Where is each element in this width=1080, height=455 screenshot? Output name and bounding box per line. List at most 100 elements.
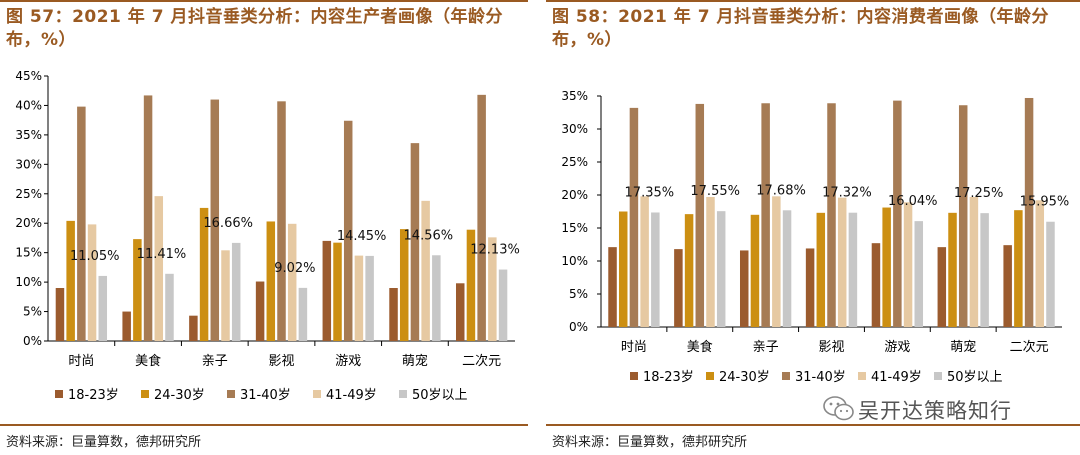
bar-5 bbox=[365, 255, 374, 341]
bar-2 bbox=[750, 214, 760, 327]
y-tick-label: 5% bbox=[569, 287, 588, 301]
chart-panel-57: 图 57：2021 年 7 月抖音垂类分析：内容生产者画像（年龄分布，%） 0%… bbox=[0, 0, 528, 455]
bar-5 bbox=[231, 242, 241, 341]
bar-4 bbox=[1035, 200, 1045, 327]
data-label: 17.35% bbox=[625, 185, 675, 200]
bar-3 bbox=[410, 143, 420, 341]
bar-3 bbox=[210, 99, 220, 341]
data-label: 14.45% bbox=[337, 229, 387, 244]
y-tick-label: 35% bbox=[15, 128, 42, 142]
bar-3 bbox=[143, 95, 153, 341]
bar-3 bbox=[343, 120, 353, 341]
bar-4 bbox=[706, 196, 715, 327]
legend-swatch bbox=[141, 390, 149, 398]
bar-1 bbox=[739, 250, 749, 327]
bar-4 bbox=[354, 255, 364, 341]
bar-4 bbox=[421, 200, 430, 341]
category-label: 影视 bbox=[818, 340, 844, 355]
data-label: 15.95% bbox=[1020, 195, 1070, 210]
bar-1 bbox=[189, 315, 198, 341]
bar-4 bbox=[87, 224, 97, 341]
bar-3 bbox=[277, 101, 286, 341]
bar-2 bbox=[948, 212, 957, 327]
y-tick-label: 15% bbox=[561, 221, 588, 235]
y-tick-label: 30% bbox=[561, 122, 588, 136]
bar-2 bbox=[1014, 210, 1023, 327]
bar-3 bbox=[761, 103, 770, 327]
chart-panel-58: 图 58：2021 年 7 月抖音垂类分析：内容消费者画像（年龄分布，%） 0%… bbox=[546, 0, 1080, 455]
legend-label: 18-23岁 bbox=[68, 388, 119, 403]
bar-4 bbox=[969, 196, 979, 327]
bar-5 bbox=[980, 213, 989, 327]
bar-2 bbox=[266, 221, 276, 341]
legend-label: 50岁以上 bbox=[412, 388, 468, 403]
bar-2 bbox=[684, 214, 694, 327]
bar-2 bbox=[618, 211, 628, 327]
bar-4 bbox=[640, 196, 649, 327]
chart-title: 图 58：2021 年 7 月抖音垂类分析：内容消费者画像（年龄分布，%） bbox=[552, 7, 1049, 50]
data-label: 16.66% bbox=[203, 216, 253, 231]
y-tick-label: 15% bbox=[15, 246, 42, 260]
bar-2 bbox=[466, 229, 476, 341]
data-label: 11.05% bbox=[70, 249, 120, 264]
wechat-icon bbox=[823, 396, 854, 421]
bar-3 bbox=[1024, 97, 1034, 327]
bar-5 bbox=[1046, 221, 1055, 327]
source-note: 资料来源：巨量算数，德邦研究所 bbox=[6, 435, 202, 450]
bar-1 bbox=[322, 240, 332, 341]
bar-5 bbox=[651, 212, 660, 327]
watermark: 吴开达策略知行 bbox=[822, 392, 1072, 426]
data-label: 17.55% bbox=[690, 184, 740, 199]
y-tick-label: 20% bbox=[15, 216, 42, 230]
category-label: 美食 bbox=[687, 339, 713, 355]
legend-label: 18-23岁 bbox=[643, 370, 694, 385]
legend-swatch bbox=[227, 390, 235, 398]
bar-5 bbox=[848, 212, 858, 327]
category-label: 时尚 bbox=[68, 354, 94, 369]
legend-swatch bbox=[706, 372, 714, 380]
bar-1 bbox=[674, 249, 683, 327]
bar-1 bbox=[122, 311, 131, 341]
legend-label: 50岁以上 bbox=[947, 370, 1003, 385]
bar-4 bbox=[221, 250, 230, 341]
bar-4 bbox=[287, 223, 297, 341]
bar-4 bbox=[488, 237, 497, 341]
bar-5 bbox=[782, 210, 792, 327]
y-tick-label: 10% bbox=[15, 275, 42, 289]
legend-swatch bbox=[399, 390, 407, 398]
bar-3 bbox=[477, 94, 486, 341]
source-note: 资料来源：巨量算数，德邦研究所 bbox=[552, 435, 748, 450]
bar-1 bbox=[937, 247, 947, 327]
bar-2 bbox=[133, 239, 142, 341]
legend-swatch bbox=[858, 372, 866, 380]
y-tick-label: 35% bbox=[561, 89, 588, 103]
bar-2 bbox=[882, 207, 891, 327]
category-label: 萌宠 bbox=[402, 353, 428, 369]
bar-3 bbox=[629, 107, 639, 327]
legend-swatch bbox=[55, 390, 63, 398]
y-tick-label: 25% bbox=[15, 187, 42, 201]
top-rule bbox=[0, 0, 528, 2]
y-tick-label: 0% bbox=[23, 334, 42, 348]
legend-swatch bbox=[630, 372, 638, 380]
category-label: 时尚 bbox=[621, 340, 647, 355]
watermark-text: 吴开达策略知行 bbox=[858, 399, 1012, 423]
bar-2 bbox=[66, 220, 75, 341]
y-tick-label: 40% bbox=[15, 98, 42, 112]
bar-5 bbox=[498, 269, 508, 341]
legend-label: 41-49岁 bbox=[871, 370, 922, 385]
data-label: 14.56% bbox=[404, 228, 454, 243]
bar-3 bbox=[893, 100, 902, 328]
bar-1 bbox=[255, 281, 265, 341]
bar-4 bbox=[772, 196, 781, 327]
legend-label: 41-49岁 bbox=[326, 388, 377, 403]
legend-label: 31-40岁 bbox=[240, 388, 291, 403]
data-label: 12.13% bbox=[470, 243, 520, 258]
top-rule bbox=[546, 0, 1080, 2]
y-tick-label: 45% bbox=[15, 69, 42, 83]
category-label: 二次元 bbox=[462, 353, 501, 369]
data-label: 9.02% bbox=[274, 261, 315, 276]
legend-swatch bbox=[934, 372, 942, 380]
category-label: 亲子 bbox=[202, 354, 228, 369]
category-label: 二次元 bbox=[1010, 339, 1049, 355]
